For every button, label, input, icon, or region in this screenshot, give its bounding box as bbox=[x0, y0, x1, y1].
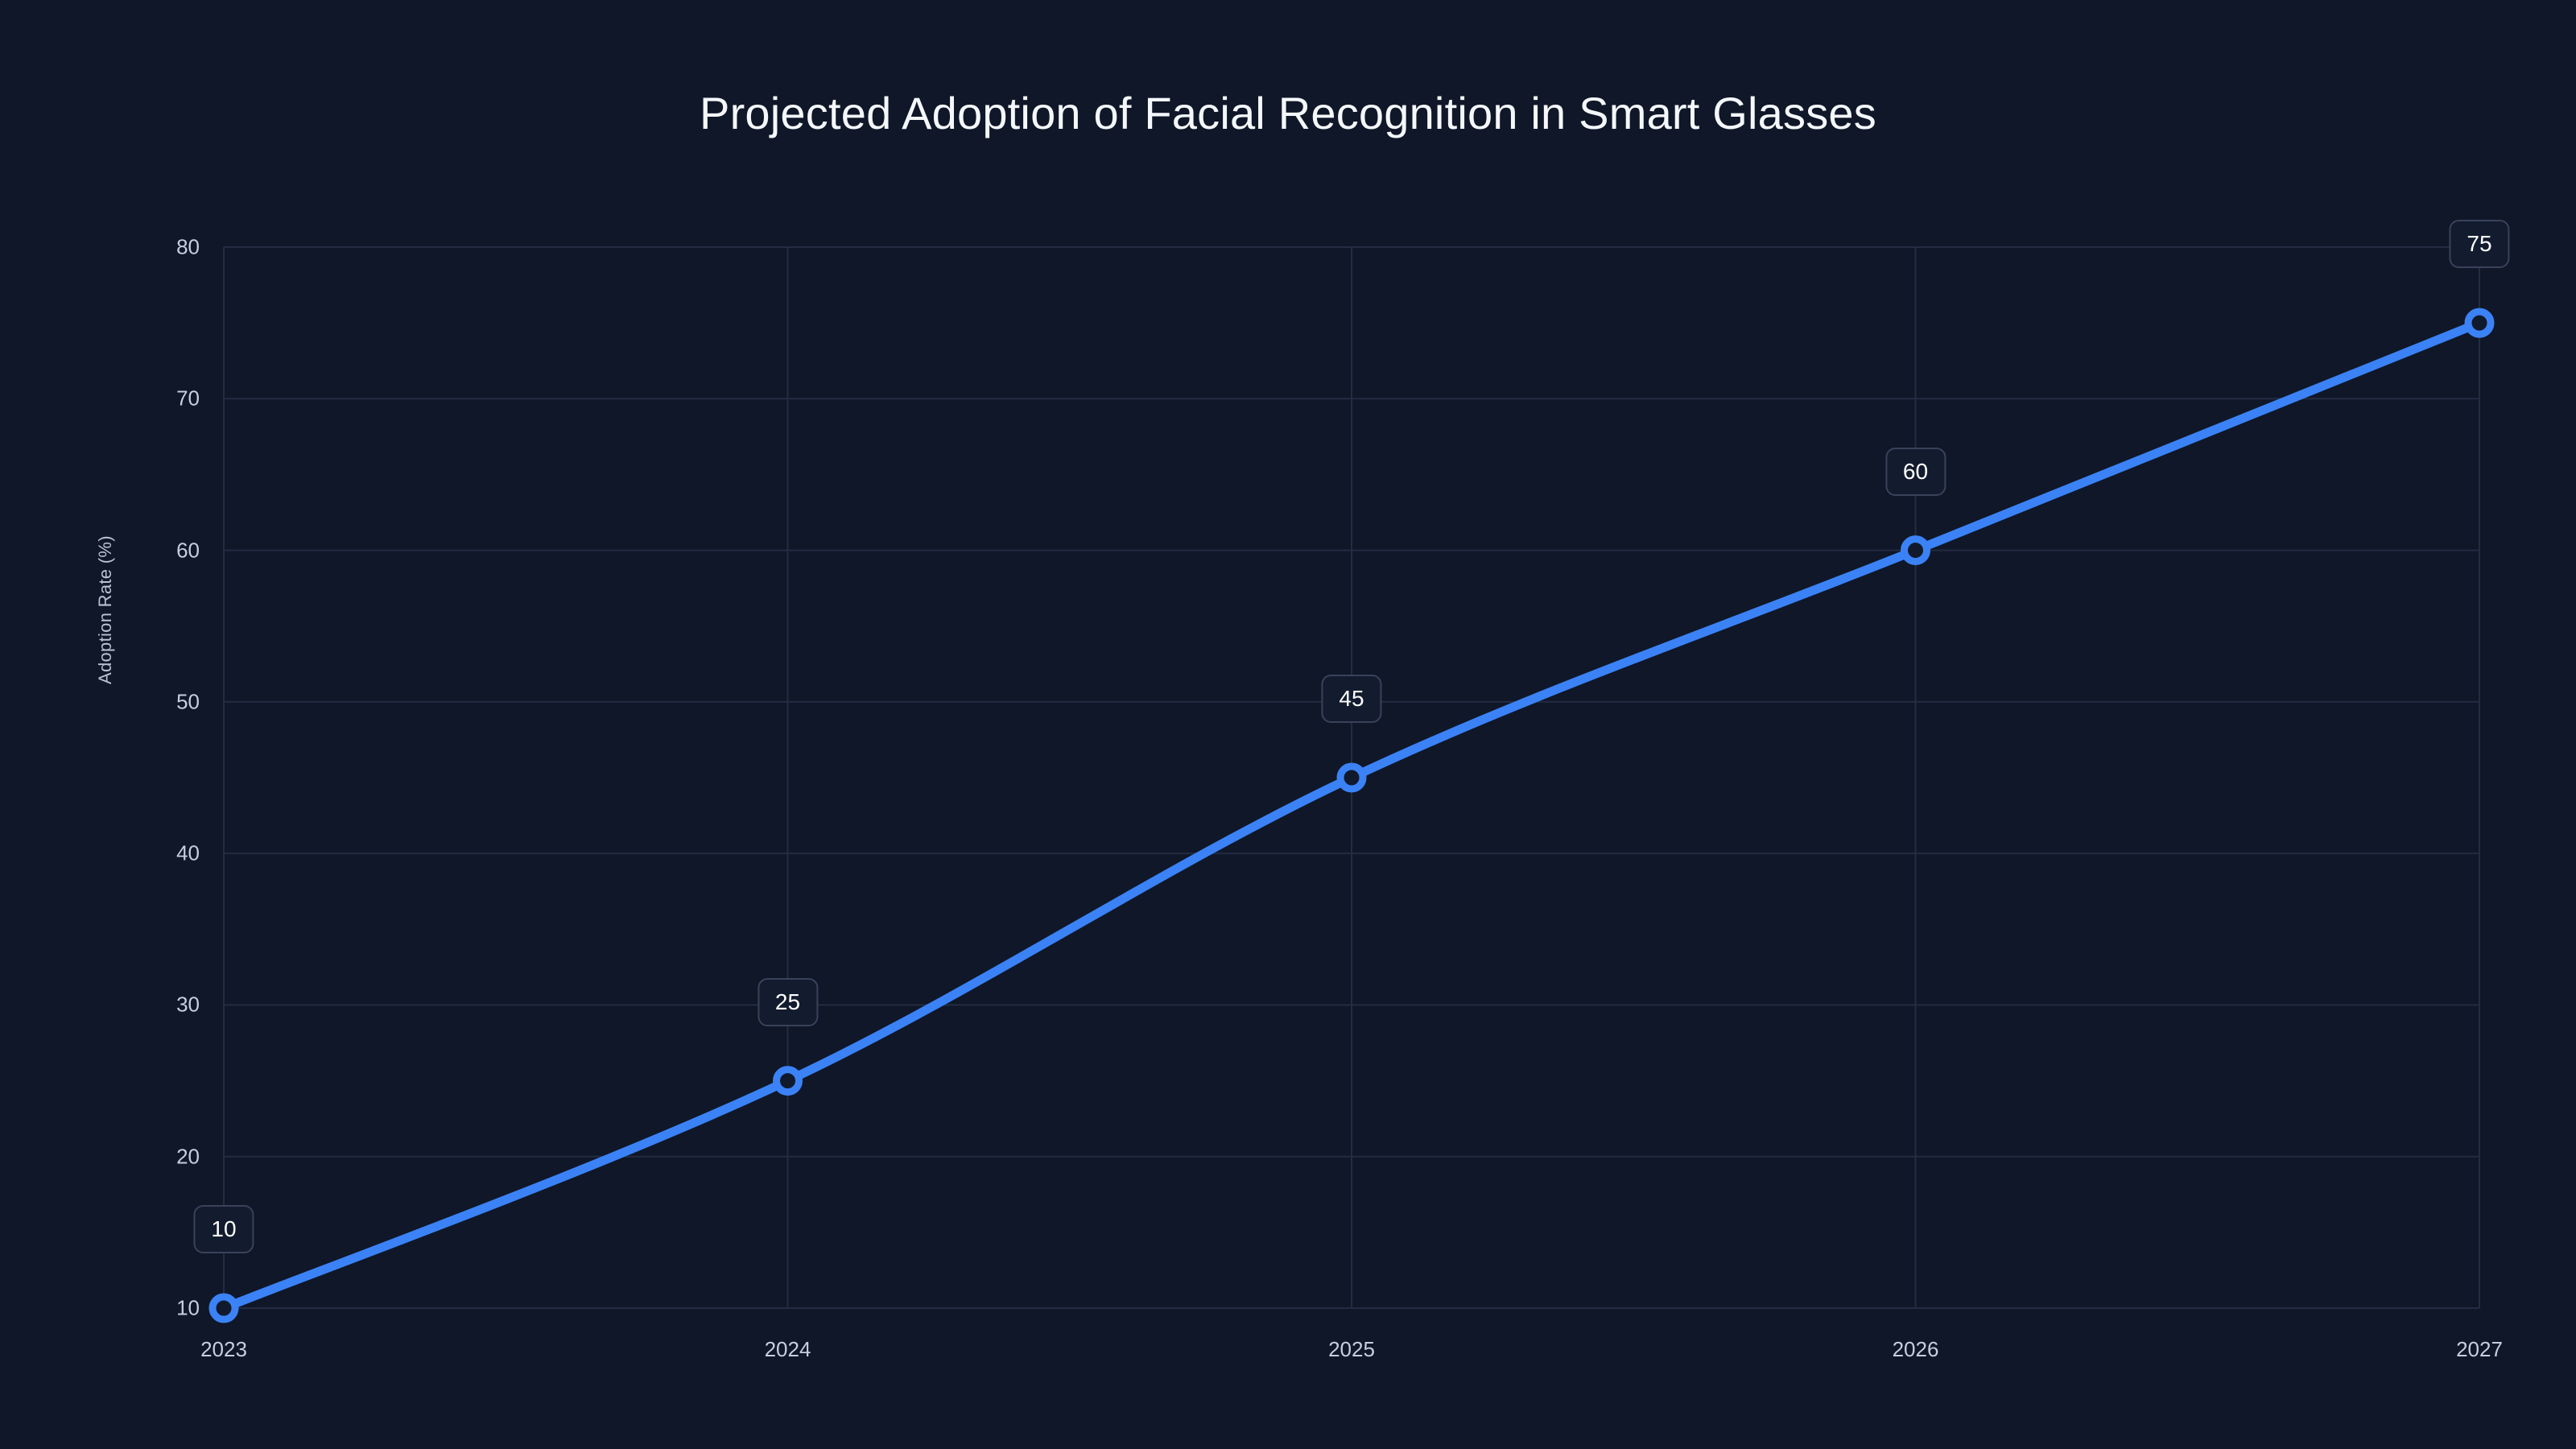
y-axis-tick-label: 70 bbox=[176, 386, 200, 411]
y-axis-tick-label: 30 bbox=[176, 992, 200, 1017]
y-axis-tick-label: 40 bbox=[176, 840, 200, 865]
x-axis-tick-label: 2026 bbox=[1892, 1337, 1939, 1361]
y-axis-tick-label: 60 bbox=[176, 538, 200, 563]
y-axis-tick-label: 80 bbox=[176, 234, 200, 259]
x-axis-tick-label: 2027 bbox=[2456, 1337, 2503, 1361]
y-axis-tick-label: 50 bbox=[176, 689, 200, 714]
x-axis-tick-label: 2025 bbox=[1328, 1337, 1375, 1361]
data-point-value-badge: 25 bbox=[757, 977, 819, 1026]
data-point-value-badge: 60 bbox=[1885, 447, 1946, 496]
chart-title: Projected Adoption of Facial Recognition… bbox=[700, 88, 1876, 138]
data-point-marker bbox=[1901, 535, 1930, 566]
data-point-marker bbox=[208, 1293, 239, 1323]
data-point-marker bbox=[2464, 308, 2495, 338]
y-axis-tick-label: 10 bbox=[176, 1295, 200, 1320]
x-axis-tick-label: 2023 bbox=[200, 1337, 247, 1361]
x-axis-tick-label: 2024 bbox=[764, 1337, 811, 1361]
data-point-value-badge: 45 bbox=[1321, 675, 1382, 723]
y-axis-tick-label: 20 bbox=[176, 1144, 200, 1169]
data-point-value-badge: 10 bbox=[193, 1205, 254, 1253]
data-point-marker bbox=[1336, 762, 1367, 793]
data-point-value-badge: 75 bbox=[2449, 220, 2510, 269]
data-point-marker bbox=[773, 1066, 803, 1096]
